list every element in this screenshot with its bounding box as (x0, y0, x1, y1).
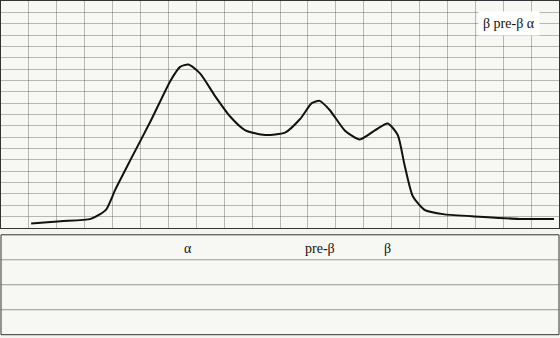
svg-text:β: β (384, 241, 391, 256)
svg-text:pre-β: pre-β (305, 241, 335, 256)
svg-text:α: α (184, 241, 192, 256)
svg-text:β pre-β α: β pre-β α (483, 16, 535, 31)
